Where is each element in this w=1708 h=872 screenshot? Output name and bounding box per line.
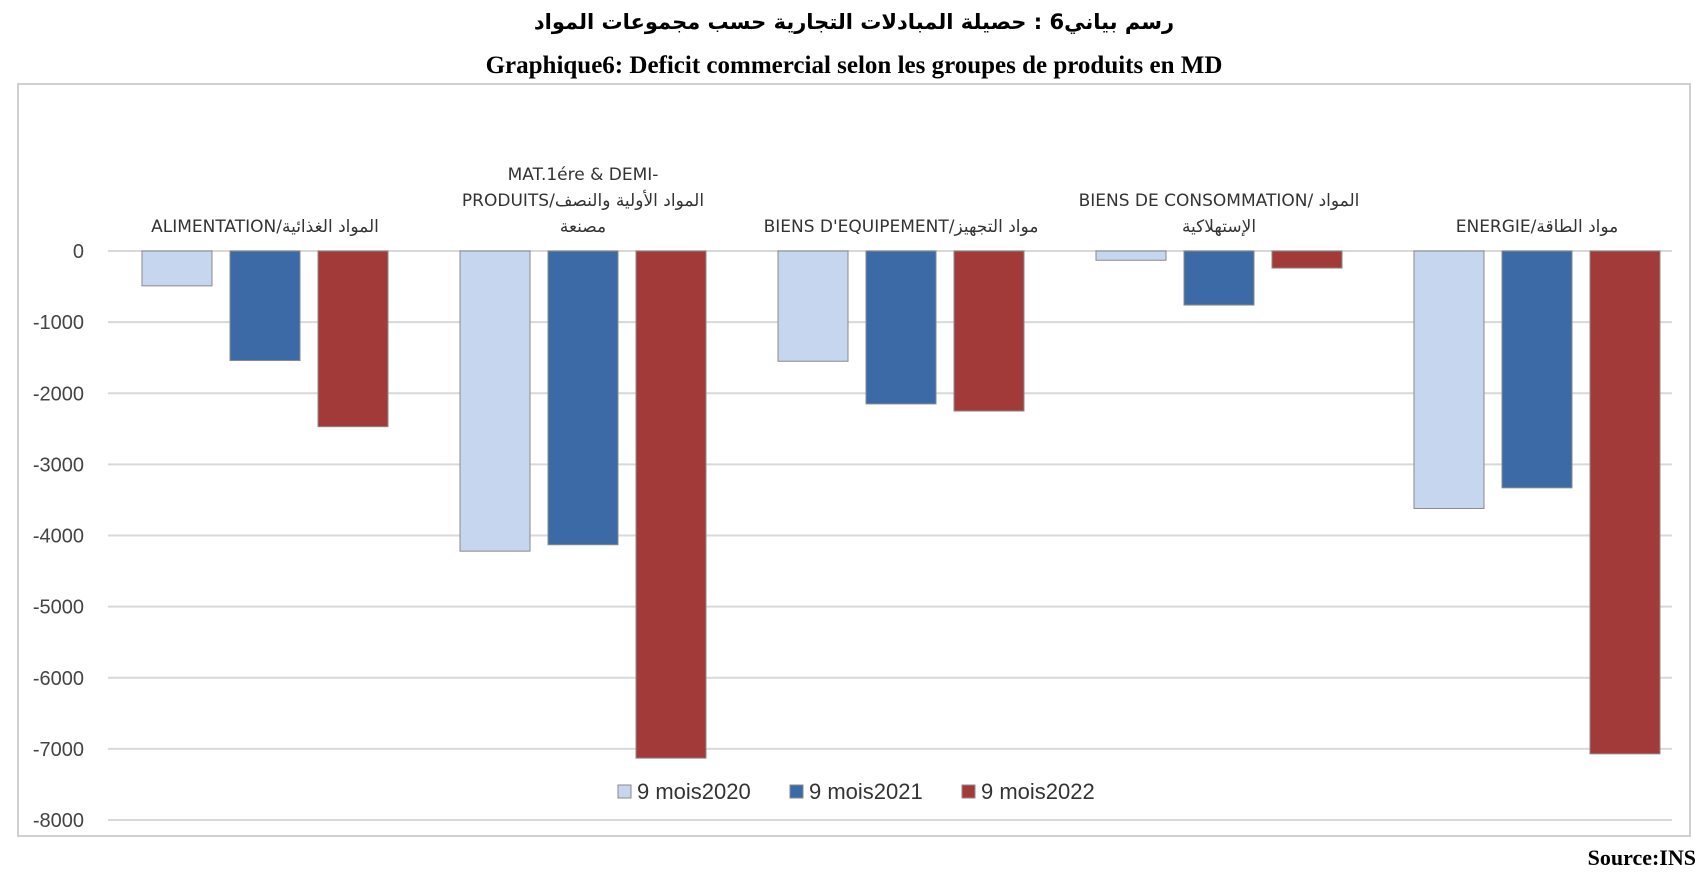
y-tick-label: -4000 — [33, 526, 84, 548]
y-tick-label: -5000 — [33, 597, 84, 619]
legend-swatch — [961, 784, 976, 799]
legend-label: 9 mois2022 — [981, 779, 1095, 804]
y-tick-label: -1000 — [33, 312, 84, 334]
category-label: الإستهلاكية — [1182, 217, 1256, 237]
category-label: ENERGIE/مواد الطاقة — [1456, 217, 1619, 237]
category-label: BIENS DE CONSOMMATION/ المواد — [1079, 191, 1360, 211]
chart-title-arabic: رسم بياني6 : حصيلة المبادلات التجارية حس… — [533, 10, 1175, 34]
bar — [953, 250, 1025, 412]
y-tick-label: -8000 — [33, 810, 84, 832]
plot-frame — [17, 83, 1691, 837]
bar — [1183, 250, 1255, 306]
y-tick-label: -6000 — [33, 668, 84, 690]
bar — [459, 250, 531, 552]
category-label: BIENS D'EQUIPEMENT/مواد التجهيز — [764, 217, 1039, 237]
legend-label: 9 mois2021 — [809, 779, 923, 804]
category-label: مصنعة — [560, 217, 606, 237]
y-tick-label: -2000 — [33, 383, 84, 405]
source-note: Source:INS — [1587, 845, 1696, 870]
bar — [1501, 250, 1573, 489]
bar — [1095, 250, 1167, 261]
category-label: MAT.1ére & DEMI- — [508, 165, 659, 185]
y-tick-label: 0 — [73, 241, 84, 263]
legend-swatch — [789, 784, 804, 799]
bar — [865, 250, 937, 405]
bar — [1589, 250, 1661, 755]
bar — [229, 250, 301, 362]
bar — [1271, 250, 1343, 269]
legend-swatch — [617, 784, 632, 799]
bar — [635, 250, 707, 759]
category-label: PRODUITS/المواد الأولية والنصف — [462, 190, 704, 211]
legend-label: 9 mois2020 — [637, 779, 751, 804]
bar — [141, 250, 213, 287]
bar — [547, 250, 619, 546]
bar — [777, 250, 849, 362]
category-label: ALIMENTATION/المواد الغذائية — [151, 217, 379, 237]
bar — [317, 250, 389, 428]
y-tick-label: -7000 — [33, 739, 84, 761]
y-tick-label: -3000 — [33, 454, 84, 476]
bar — [1413, 250, 1485, 509]
chart-title-french: Graphique6: Deficit commercial selon les… — [485, 52, 1223, 79]
